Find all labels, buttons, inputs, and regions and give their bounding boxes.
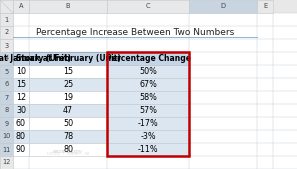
- Text: Stock at January (Unit): Stock at January (Unit): [0, 54, 70, 63]
- Text: 58%: 58%: [139, 93, 157, 102]
- Bar: [0, 78, 13, 91]
- Bar: [13, 143, 29, 156]
- Bar: [29, 143, 107, 156]
- Bar: [13, 78, 29, 91]
- Text: B: B: [66, 4, 70, 9]
- Bar: [13, 65, 29, 78]
- Bar: [0, 143, 13, 156]
- Text: -11%: -11%: [138, 145, 158, 154]
- Text: -17%: -17%: [138, 119, 158, 128]
- Bar: [13, 0, 29, 13]
- Text: 4: 4: [4, 55, 9, 62]
- Bar: [0, 91, 13, 104]
- Text: 9: 9: [4, 120, 9, 127]
- Text: Percentage Increase Between Two Numbers: Percentage Increase Between Two Numbers: [36, 28, 234, 37]
- Text: 10: 10: [2, 134, 11, 139]
- Text: 25: 25: [63, 80, 73, 89]
- Text: A: A: [19, 4, 23, 9]
- Text: 30: 30: [16, 106, 26, 115]
- Text: 60: 60: [16, 119, 26, 128]
- Text: E: E: [263, 4, 267, 9]
- Bar: [29, 0, 107, 13]
- Bar: [257, 0, 273, 13]
- Bar: [107, 52, 189, 65]
- Bar: [29, 91, 107, 104]
- Bar: [107, 104, 189, 117]
- Text: 12: 12: [2, 160, 11, 165]
- Bar: [13, 130, 29, 143]
- Bar: [107, 91, 189, 104]
- Bar: [0, 156, 13, 169]
- Text: 2: 2: [4, 30, 9, 35]
- Text: 50%: 50%: [139, 67, 157, 76]
- Text: -3%: -3%: [140, 132, 156, 141]
- Bar: [0, 0, 13, 13]
- Text: 1: 1: [4, 17, 9, 22]
- Bar: [107, 130, 189, 143]
- Text: 80: 80: [63, 145, 73, 154]
- Text: Stock at February (Unit): Stock at February (Unit): [15, 54, 121, 63]
- Bar: [0, 117, 13, 130]
- Text: 15: 15: [16, 80, 26, 89]
- Text: 10: 10: [16, 67, 26, 76]
- Bar: [107, 65, 189, 78]
- Bar: [13, 104, 29, 117]
- Bar: [29, 65, 107, 78]
- Bar: [29, 78, 107, 91]
- Text: 3: 3: [4, 42, 9, 49]
- Text: 78: 78: [63, 132, 73, 141]
- Text: EXCEL  •  DATA  •  BI: EXCEL • DATA • BI: [47, 152, 89, 156]
- Bar: [0, 0, 297, 13]
- Bar: [0, 13, 13, 169]
- Bar: [107, 0, 189, 13]
- Text: 5: 5: [4, 68, 9, 75]
- Text: 15: 15: [63, 67, 73, 76]
- Bar: [0, 52, 13, 65]
- Bar: [107, 117, 189, 130]
- Text: 47: 47: [63, 106, 73, 115]
- Bar: [0, 65, 13, 78]
- Bar: [107, 143, 189, 156]
- Text: 90: 90: [16, 145, 26, 154]
- Text: 12: 12: [16, 93, 26, 102]
- Text: 57%: 57%: [139, 106, 157, 115]
- Text: exceldemy: exceldemy: [53, 149, 83, 154]
- Text: 67%: 67%: [139, 80, 157, 89]
- Text: D: D: [220, 4, 225, 9]
- Bar: [29, 130, 107, 143]
- Text: 11: 11: [2, 147, 11, 152]
- Bar: [107, 78, 189, 91]
- Bar: [0, 39, 13, 52]
- Bar: [13, 91, 29, 104]
- Bar: [189, 0, 257, 13]
- Text: 50: 50: [63, 119, 73, 128]
- Bar: [107, 52, 189, 156]
- Bar: [0, 104, 13, 117]
- Text: Percentage Change: Percentage Change: [105, 54, 190, 63]
- Text: 7: 7: [4, 94, 9, 101]
- Bar: [0, 26, 13, 39]
- Text: 6: 6: [4, 81, 9, 88]
- Bar: [0, 13, 13, 26]
- Bar: [13, 117, 29, 130]
- Bar: [29, 117, 107, 130]
- Text: 80: 80: [16, 132, 26, 141]
- Bar: [29, 104, 107, 117]
- Bar: [29, 52, 107, 65]
- Text: 19: 19: [63, 93, 73, 102]
- Text: 8: 8: [4, 107, 9, 114]
- Text: C: C: [146, 4, 150, 9]
- Bar: [13, 52, 29, 65]
- Bar: [0, 130, 13, 143]
